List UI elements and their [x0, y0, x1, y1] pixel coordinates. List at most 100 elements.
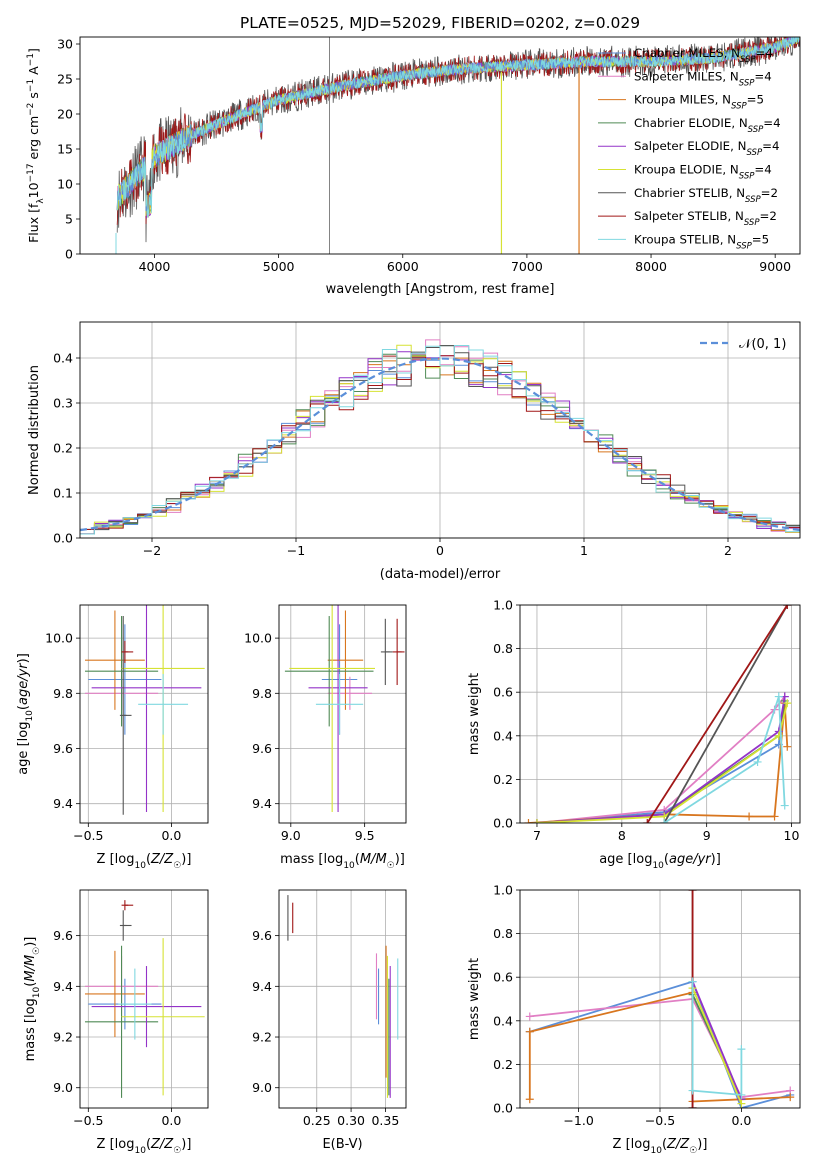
legend-label: Salpeter MILES, NSSP=4: [634, 69, 772, 88]
y-tick-label: 9.6: [53, 928, 73, 943]
y-tick-label: 9.6: [252, 741, 272, 756]
legend-label: Chabrier STELIB, NSSP=2: [634, 186, 778, 205]
y-tick-label: 15: [57, 142, 73, 157]
y-tick-label: 0.4: [493, 1013, 513, 1028]
x-tick-label: −2: [143, 543, 161, 558]
mass-weight-line-chabrier-miles: [536, 696, 786, 823]
x-tick-label: 0.0: [161, 1113, 181, 1128]
x-tick-label: 0.0: [731, 1113, 751, 1128]
y-tick-label: 0.6: [493, 685, 513, 700]
y-tick-label: 9.8: [252, 686, 272, 701]
mass-weight-marker-salpeter-stelib: [688, 1104, 697, 1108]
legend-label: Salpeter ELODIE, NSSP=4: [634, 139, 779, 158]
x-axis-label: (data-model)/error: [380, 567, 501, 582]
y-axis-label: age [log10(age/yr)]: [16, 653, 35, 775]
mass-weight-line-kroupa-stelib: [663, 695, 786, 823]
axes-frame: [79, 36, 801, 255]
y-tick-label: 9.2: [252, 1030, 272, 1045]
y-tick-label: 0.8: [493, 641, 513, 656]
x-axis-label: Z [log10(Z/Z☉)]: [613, 1137, 708, 1156]
mass-weight-marker-salpeter-stelib: [688, 890, 697, 894]
y-tick-label: 9.0: [252, 1080, 272, 1095]
figure-title: PLATE=0525, MJD=52029, FIBERID=0202, z=0…: [240, 14, 640, 32]
y-tick-label: 5: [65, 212, 73, 227]
mass-weight-marker-kroupa-miles: [783, 742, 792, 751]
x-tick-label: 10: [784, 828, 800, 843]
axes-frame: [79, 321, 801, 539]
mass-weight-marker-kroupa-stelib: [737, 1045, 746, 1054]
y-tick-label: 9.4: [53, 979, 73, 994]
y-tick-label: 10.0: [45, 631, 73, 646]
x-tick-label: 0.0: [161, 828, 181, 843]
y-tick-label: 9.6: [252, 928, 272, 943]
mass-weight-line-salpeter-stelib: [646, 605, 789, 823]
y-axis-label: Normed distribution: [27, 365, 42, 495]
y-tick-label: 0.6: [493, 970, 513, 985]
mass-weight-line-salpeter-elodie: [536, 696, 786, 823]
x-tick-label: 8: [618, 828, 626, 843]
x-tick-label: 0.30: [337, 1113, 365, 1128]
x-axis-label: E(B-V): [322, 1137, 362, 1152]
mass-weight-marker-kroupa-elodie: [737, 1099, 746, 1108]
legend-label: Kroupa STELIB, NSSP=5: [634, 232, 769, 251]
panel-age_vs_metallicity: −0.5 0.0 9.4 9.6 9.8 10.0 Z [log10(Z/Z☉)] age […: [16, 604, 209, 871]
x-tick-label: 0.35: [371, 1113, 399, 1128]
panel-spectrum: 4000 5000 6000 7000 8000 9000 0 5 10 15 20 25 30 Chab…: [26, 36, 801, 297]
axes-frame: [519, 889, 801, 1109]
mass-weight-marker-kroupa-miles: [524, 819, 533, 823]
x-tick-label: 0.25: [303, 1113, 331, 1128]
mass-weight-line-kroupa-stelib: [691, 981, 743, 1096]
plot-area: [80, 605, 208, 823]
y-tick-label: 0.2: [493, 1057, 513, 1072]
mass-weight-marker-kroupa-stelib: [737, 1090, 746, 1099]
x-axis-label: mass [log10(M/M☉)]: [280, 852, 405, 871]
y-axis-label: mass [log10(M/M☉)]: [23, 937, 42, 1062]
x-axis-label: age [log10(age/yr)]: [599, 852, 721, 871]
x-tick-label: 0: [436, 543, 444, 558]
legend-label: Kroupa ELODIE, NSSP=4: [634, 163, 772, 182]
x-tick-label: 7000: [511, 259, 543, 274]
panel-mass_weight_vs_age: 7 8 9 10 0.0 0.2 0.4 0.6 0.8 1.0 age [log10(age/yr…: [467, 598, 801, 871]
x-tick-label: −0.5: [645, 1113, 675, 1128]
histogram-kroupa-elodie: [80, 344, 800, 533]
y-tick-label: 1.0: [493, 598, 513, 613]
y-tick-label: 30: [57, 37, 73, 52]
y-tick-label: 25: [57, 72, 73, 87]
legend-label: Kroupa MILES, NSSP=5: [634, 93, 764, 112]
plot-area: [80, 890, 208, 1108]
mass-weight-marker-kroupa-miles: [525, 1027, 534, 1036]
x-axis-label: wavelength [Angstrom, rest frame]: [326, 282, 555, 297]
mass-weight-marker-salpeter-miles: [525, 1012, 534, 1021]
x-axis-label: Z [log10(Z/Z☉)]: [97, 852, 192, 871]
y-tick-label: 0.0: [53, 531, 73, 546]
y-tick-label: 9.6: [53, 741, 73, 756]
mass-weight-line-kroupa-elodie: [691, 987, 743, 1104]
x-tick-label: 9.0: [281, 828, 301, 843]
legend-label: Chabrier ELODIE, NSSP=4: [634, 116, 781, 135]
x-tick-label: −0.5: [73, 1113, 103, 1128]
mass-weight-line-salpeter-elodie: [691, 981, 743, 1100]
x-tick-label: 9.5: [355, 828, 375, 843]
mass-weight-marker-kroupa-stelib: [688, 977, 697, 986]
x-tick-label: 1: [580, 543, 588, 558]
mass-weight-marker-kroupa-miles: [770, 812, 779, 821]
y-tick-label: 9.4: [53, 796, 73, 811]
y-tick-label: 0: [65, 247, 73, 262]
axes-frame: [278, 889, 407, 1109]
plot-area: [115, 37, 800, 254]
y-axis-label: mass weight: [467, 673, 482, 755]
y-tick-label: 0.0: [493, 816, 513, 831]
normal-reference-curve: [80, 357, 800, 532]
mass-weight-marker-kroupa-elodie: [783, 699, 792, 708]
y-tick-label: 0.0: [493, 1101, 513, 1116]
y-tick-label: 1.0: [493, 883, 513, 898]
x-tick-label: 7: [533, 828, 541, 843]
mass-weight-marker-salpeter-stelib: [783, 605, 792, 609]
mass-weight-marker-kroupa-elodie: [532, 819, 541, 823]
mass-weight-marker-kroupa-stelib: [753, 757, 762, 766]
y-tick-label: 0.2: [53, 441, 73, 456]
x-tick-label: 8000: [635, 259, 667, 274]
legend-label: Salpeter STELIB, NSSP=2: [634, 209, 777, 228]
mass-weight-marker-salpeter-stelib: [643, 819, 652, 823]
axes-frame: [79, 604, 209, 824]
